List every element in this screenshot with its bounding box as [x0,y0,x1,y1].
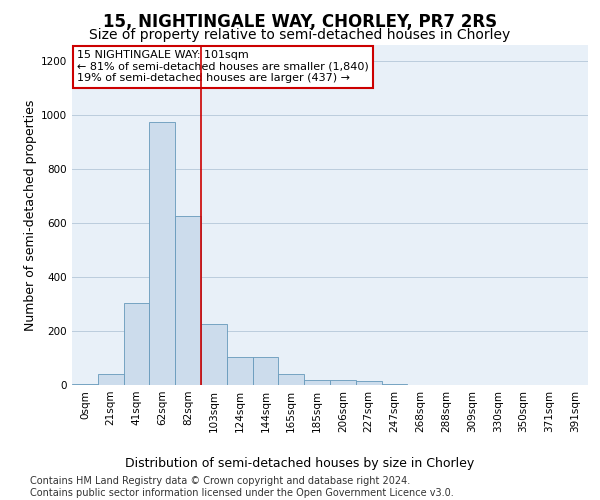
Bar [382,384,407,385]
Bar [304,380,330,385]
Text: Distribution of semi-detached houses by size in Chorley: Distribution of semi-detached houses by … [125,458,475,470]
Bar [278,374,304,385]
Text: Size of property relative to semi-detached houses in Chorley: Size of property relative to semi-detach… [89,28,511,42]
Bar [175,216,201,385]
Bar [72,384,98,385]
Bar [330,380,356,385]
Y-axis label: Number of semi-detached properties: Number of semi-detached properties [24,100,37,330]
Text: 15 NIGHTINGALE WAY: 101sqm
← 81% of semi-detached houses are smaller (1,840)
19%: 15 NIGHTINGALE WAY: 101sqm ← 81% of semi… [77,50,369,84]
Bar [201,324,227,385]
Bar [227,356,253,385]
Bar [149,122,175,385]
Bar [98,374,124,385]
Bar [356,381,382,385]
Bar [124,302,149,385]
Bar [253,356,278,385]
Text: Contains HM Land Registry data © Crown copyright and database right 2024.
Contai: Contains HM Land Registry data © Crown c… [30,476,454,498]
Text: 15, NIGHTINGALE WAY, CHORLEY, PR7 2RS: 15, NIGHTINGALE WAY, CHORLEY, PR7 2RS [103,12,497,30]
